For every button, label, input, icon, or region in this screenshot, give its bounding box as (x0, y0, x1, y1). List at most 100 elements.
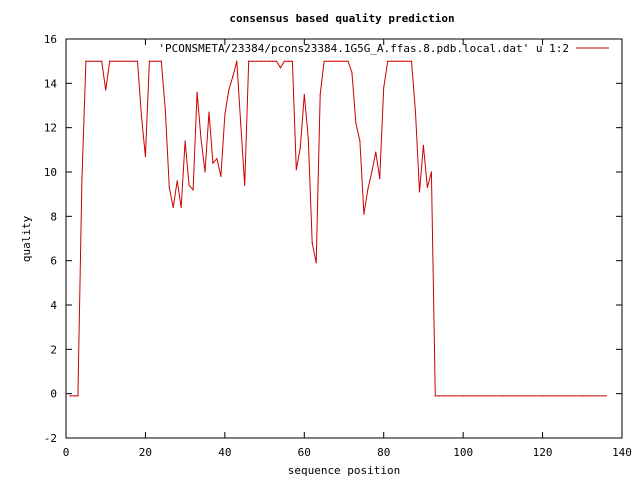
data-point (180, 206, 182, 209)
data-point (462, 395, 464, 397)
data-point (168, 186, 170, 189)
data-point (176, 180, 178, 182)
data-point (307, 138, 309, 140)
data-point (184, 140, 186, 142)
data-point (375, 151, 377, 153)
data-point (355, 122, 357, 124)
y-tick-label: 10 (44, 166, 57, 179)
plot-frame (65, 38, 623, 439)
x-axis-label: sequence position (288, 464, 401, 477)
y-tick-label: 2 (50, 343, 57, 356)
data-point (109, 60, 111, 62)
y-tick-label: 8 (50, 210, 57, 223)
data-point (402, 60, 405, 62)
x-tick-label: 20 (139, 446, 152, 459)
data-point (399, 60, 401, 62)
x-tick-label: 0 (63, 446, 70, 459)
data-point (148, 60, 150, 62)
data-point (192, 189, 194, 191)
data-point (359, 140, 361, 142)
x-tick-label: 80 (377, 446, 390, 459)
data-point (69, 395, 71, 397)
series-line (70, 60, 607, 397)
data-point (93, 60, 95, 62)
data-point (339, 60, 341, 62)
data-point (311, 242, 313, 244)
data-point (267, 60, 270, 62)
data-point (73, 395, 75, 397)
data-point (295, 169, 297, 171)
data-point (343, 60, 345, 62)
data-point (406, 60, 409, 62)
y-tick-label: 14 (44, 77, 58, 90)
data-point (502, 395, 504, 397)
data-point (260, 60, 262, 62)
x-tick-label: 120 (533, 446, 553, 459)
legend-label: 'PCONSMETA/23384/pcons23384.1G5G_A.ffas.… (158, 42, 569, 55)
data-point (275, 60, 278, 62)
data-point (438, 395, 440, 397)
data-point (89, 60, 91, 62)
data-point (331, 60, 333, 62)
data-point (113, 60, 115, 62)
data-point (121, 60, 123, 62)
data-point (605, 395, 607, 397)
data-point (287, 60, 289, 62)
series-points (69, 60, 607, 397)
data-point (430, 171, 432, 173)
data-point (220, 175, 222, 178)
data-point (291, 60, 293, 62)
data-point (152, 60, 154, 62)
data-point (136, 60, 139, 62)
data-point (323, 60, 325, 62)
data-point (303, 93, 305, 96)
data-point (228, 89, 230, 91)
data-point (347, 60, 349, 62)
data-point (124, 60, 127, 62)
data-point (379, 178, 381, 180)
data-point (283, 60, 286, 62)
data-point (212, 162, 214, 164)
data-point (101, 60, 103, 62)
data-point (105, 89, 107, 91)
data-point (140, 115, 143, 118)
data-point (383, 87, 385, 89)
y-axis-label: quality (20, 215, 33, 262)
data-point (335, 60, 337, 62)
data-point (128, 60, 131, 62)
axis-tick-labels: 0 20 40 60 80 100 120 140 -2 0 2 4 6 8 10 12 14 16 (44, 33, 632, 459)
data-point (387, 60, 389, 62)
data-point (418, 191, 421, 193)
data-point (363, 213, 365, 215)
y-tick-label: 0 (50, 388, 57, 401)
data-point (164, 109, 166, 111)
data-point (160, 60, 162, 62)
data-point (367, 189, 369, 191)
data-point (371, 171, 373, 173)
data-point (248, 60, 250, 62)
data-point (224, 113, 226, 115)
data-point (97, 60, 99, 62)
y-tick-label: -2 (44, 432, 57, 445)
data-point (232, 76, 234, 78)
data-point (299, 147, 301, 149)
data-point (327, 60, 329, 62)
y-tick-label: 16 (44, 33, 57, 46)
data-point (315, 262, 317, 264)
data-point (351, 71, 353, 73)
data-point (204, 171, 206, 173)
y-tick-label: 12 (44, 122, 57, 135)
data-point (132, 60, 135, 62)
data-point (541, 395, 544, 397)
x-tick-label: 100 (453, 446, 473, 459)
data-point (236, 60, 238, 62)
data-point (422, 144, 425, 146)
axis-ticks (65, 38, 623, 439)
data-point (81, 180, 83, 182)
data-point (426, 186, 428, 189)
data-point (196, 91, 198, 93)
data-point (208, 111, 210, 113)
data-point (216, 158, 218, 160)
data-point (581, 395, 583, 397)
